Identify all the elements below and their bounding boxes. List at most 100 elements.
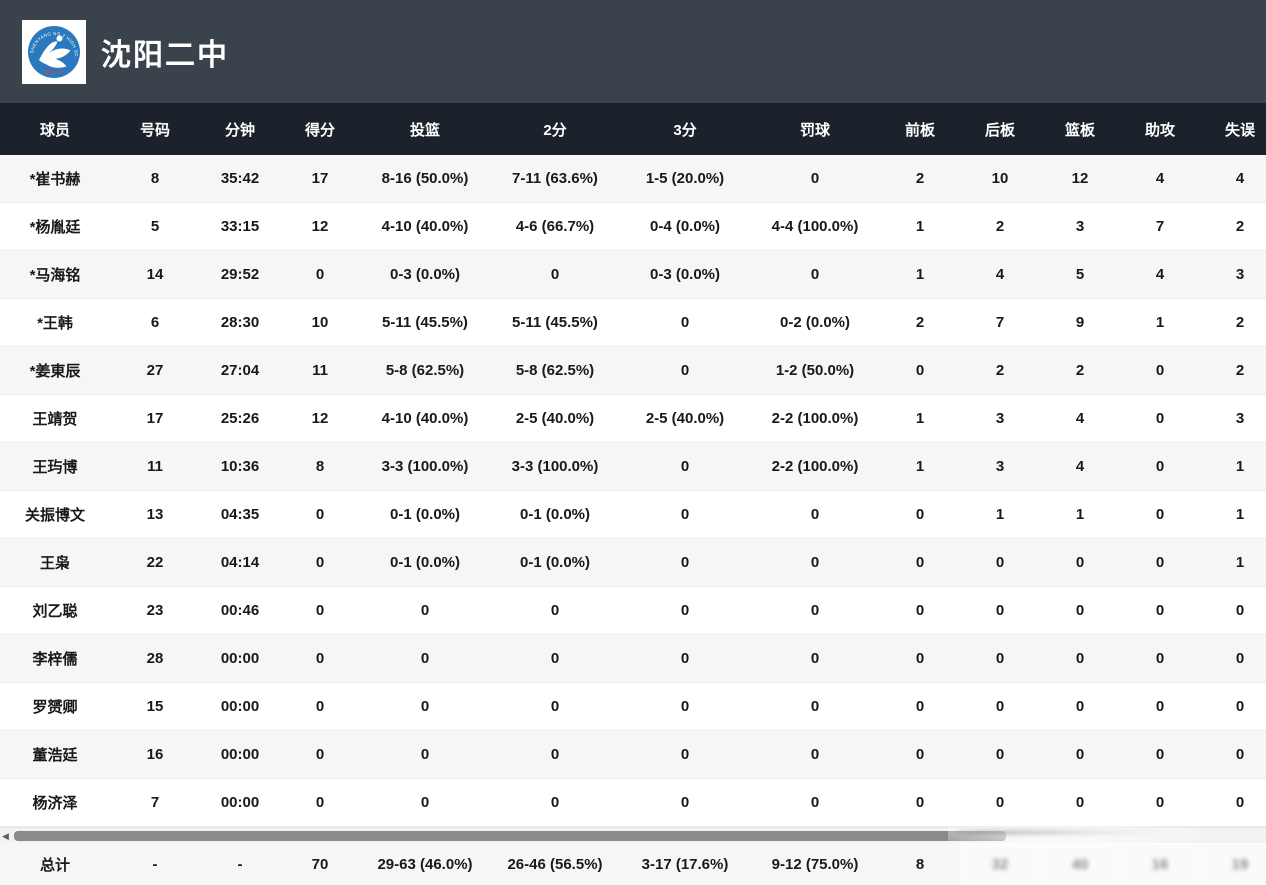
totals-table: 总计 - -70 29-63 (46.0%) 26-46 (56.5%) 3-17 (17… bbox=[0, 843, 1266, 885]
column-header-7: 罚球 bbox=[750, 103, 880, 155]
column-header-9: 后板 bbox=[960, 103, 1040, 155]
column-header-11: 助攻 bbox=[1120, 103, 1200, 155]
stat-cell: 2 bbox=[880, 298, 960, 347]
scrollbar-thumb[interactable] bbox=[14, 831, 1006, 841]
team-header: SHENYANG NO.2 HIGH SCHOOL 沈阳二中 沈阳二中 bbox=[0, 0, 1266, 103]
stat-cell: 0 bbox=[280, 634, 360, 683]
stat-cell: 2-5 (40.0%) bbox=[620, 394, 750, 443]
stat-cell: 1-2 (50.0%) bbox=[750, 346, 880, 395]
stat-cell: 8 bbox=[280, 442, 360, 491]
stat-cell: 0 bbox=[1040, 538, 1120, 587]
player-name: 董浩廷 bbox=[0, 730, 110, 779]
stat-cell: 4 bbox=[1040, 394, 1120, 443]
player-name: 罗赟卿 bbox=[0, 682, 110, 731]
table-row: 王靖贺 17 25:26 12 4-10 (40.0%) 2-5 (40.0%) 2-5 (… bbox=[0, 394, 1266, 443]
horizontal-scrollbar[interactable]: ◀ bbox=[0, 827, 1266, 843]
player-name: 关振博文 bbox=[0, 490, 110, 539]
stat-cell: 0 bbox=[1120, 730, 1200, 779]
stat-cell: 1 bbox=[1200, 490, 1266, 539]
stat-cell: 4-10 (40.0%) bbox=[360, 394, 490, 443]
stat-cell: 3 bbox=[1040, 202, 1120, 251]
stat-cell: 1 bbox=[1120, 298, 1200, 347]
stat-cell: 0-3 (0.0%) bbox=[360, 250, 490, 299]
stat-cell: 0 bbox=[1200, 586, 1266, 635]
stat-cell: 0 bbox=[1120, 778, 1200, 827]
stat-cell: 0 bbox=[280, 682, 360, 731]
stat-cell: 8-16 (50.0%) bbox=[360, 155, 490, 203]
stat-cell: 12 bbox=[280, 394, 360, 443]
stat-cell: 0 bbox=[960, 682, 1040, 731]
stat-cell: 0-2 (0.0%) bbox=[750, 298, 880, 347]
stat-cell: 4 bbox=[1120, 250, 1200, 299]
stat-cell: 2-2 (100.0%) bbox=[750, 394, 880, 443]
stat-cell: 0 bbox=[1200, 682, 1266, 731]
stat-cell: 0 bbox=[1040, 634, 1120, 683]
totals-label: 总计 bbox=[0, 843, 110, 885]
stat-cell: 35:42 bbox=[200, 155, 280, 203]
stat-cell: 5-8 (62.5%) bbox=[360, 346, 490, 395]
table-row: *王韩 6 28:30 10 5-11 (45.5%) 5-11 (45.5%) 0 0-2 … bbox=[0, 298, 1266, 347]
stat-cell: 28 bbox=[110, 634, 200, 683]
stat-cell: 0 bbox=[1200, 730, 1266, 779]
column-header-8: 前板 bbox=[880, 103, 960, 155]
stat-cell: 7 bbox=[960, 298, 1040, 347]
stat-cell: 0 bbox=[880, 682, 960, 731]
stat-cell: 0 bbox=[960, 586, 1040, 635]
player-name: 王玙博 bbox=[0, 442, 110, 491]
column-header-10: 篮板 bbox=[1040, 103, 1120, 155]
stat-cell: 1 bbox=[880, 202, 960, 251]
stat-cell: 1 bbox=[1200, 442, 1266, 491]
stat-cell: 1 bbox=[960, 490, 1040, 539]
stat-cell: 0 bbox=[490, 634, 620, 683]
stat-cell: 16 bbox=[110, 730, 200, 779]
stat-cell: 0 bbox=[1120, 634, 1200, 683]
column-header-0: 球员 bbox=[0, 103, 110, 155]
stat-cell: 1 bbox=[1040, 490, 1120, 539]
stat-cell: 3-3 (100.0%) bbox=[490, 442, 620, 491]
stat-cell: 2 bbox=[880, 155, 960, 203]
table-row: *姜東辰 27 27:04 11 5-8 (62.5%) 5-8 (62.5%) 0 1-2 … bbox=[0, 346, 1266, 395]
stat-cell: 0 bbox=[750, 682, 880, 731]
stat-cell: 3 bbox=[1200, 394, 1266, 443]
stat-cell: 14 bbox=[110, 250, 200, 299]
column-header-4: 投篮 bbox=[360, 103, 490, 155]
stat-cell: 0 bbox=[880, 346, 960, 395]
stat-cell: 0-1 (0.0%) bbox=[490, 538, 620, 587]
stat-cell: 25:26 bbox=[200, 394, 280, 443]
totals-cell: 16 bbox=[1120, 843, 1200, 885]
stat-cell: 0 bbox=[750, 250, 880, 299]
table-row: 王枭 22 04:14 0 0-1 (0.0%) 0-1 (0.0%) 0 0 0 0 0 0 1 bbox=[0, 538, 1266, 587]
table-row: 董浩廷 16 00:00 0 0 0 0 0 0 0 0 0 0 bbox=[0, 730, 1266, 779]
stat-cell: 12 bbox=[1040, 155, 1120, 203]
stat-cell: 0 bbox=[620, 538, 750, 587]
scroll-left-arrow-icon[interactable]: ◀ bbox=[2, 831, 9, 841]
stat-cell: 0 bbox=[1120, 682, 1200, 731]
stat-cell: 2 bbox=[1200, 202, 1266, 251]
stat-cell: 5 bbox=[110, 202, 200, 251]
stat-cell: 0 bbox=[620, 586, 750, 635]
stat-cell: 3 bbox=[960, 442, 1040, 491]
stat-cell: 17 bbox=[280, 155, 360, 203]
stat-cell: 0 bbox=[280, 490, 360, 539]
stat-cell: 0 bbox=[750, 778, 880, 827]
stat-cell: 6 bbox=[110, 298, 200, 347]
player-name: 王枭 bbox=[0, 538, 110, 587]
stat-cell: 2 bbox=[960, 346, 1040, 395]
totals-cell: - bbox=[110, 843, 200, 885]
stat-cell: 0 bbox=[1120, 490, 1200, 539]
column-header-5: 2分 bbox=[490, 103, 620, 155]
stat-cell: 10 bbox=[960, 155, 1040, 203]
stat-cell: 0 bbox=[960, 634, 1040, 683]
stat-cell: 0 bbox=[880, 778, 960, 827]
stat-cell: 0 bbox=[360, 586, 490, 635]
player-name: *王韩 bbox=[0, 298, 110, 347]
column-header-6: 3分 bbox=[620, 103, 750, 155]
totals-cell: 8 bbox=[880, 843, 960, 885]
stat-cell: 5-11 (45.5%) bbox=[490, 298, 620, 347]
stat-cell: 0 bbox=[880, 586, 960, 635]
stat-cell: 0 bbox=[1120, 394, 1200, 443]
stat-cell: 0 bbox=[750, 490, 880, 539]
column-header-2: 分钟 bbox=[200, 103, 280, 155]
stat-cell: 0 bbox=[1200, 778, 1266, 827]
stat-cell: 27:04 bbox=[200, 346, 280, 395]
